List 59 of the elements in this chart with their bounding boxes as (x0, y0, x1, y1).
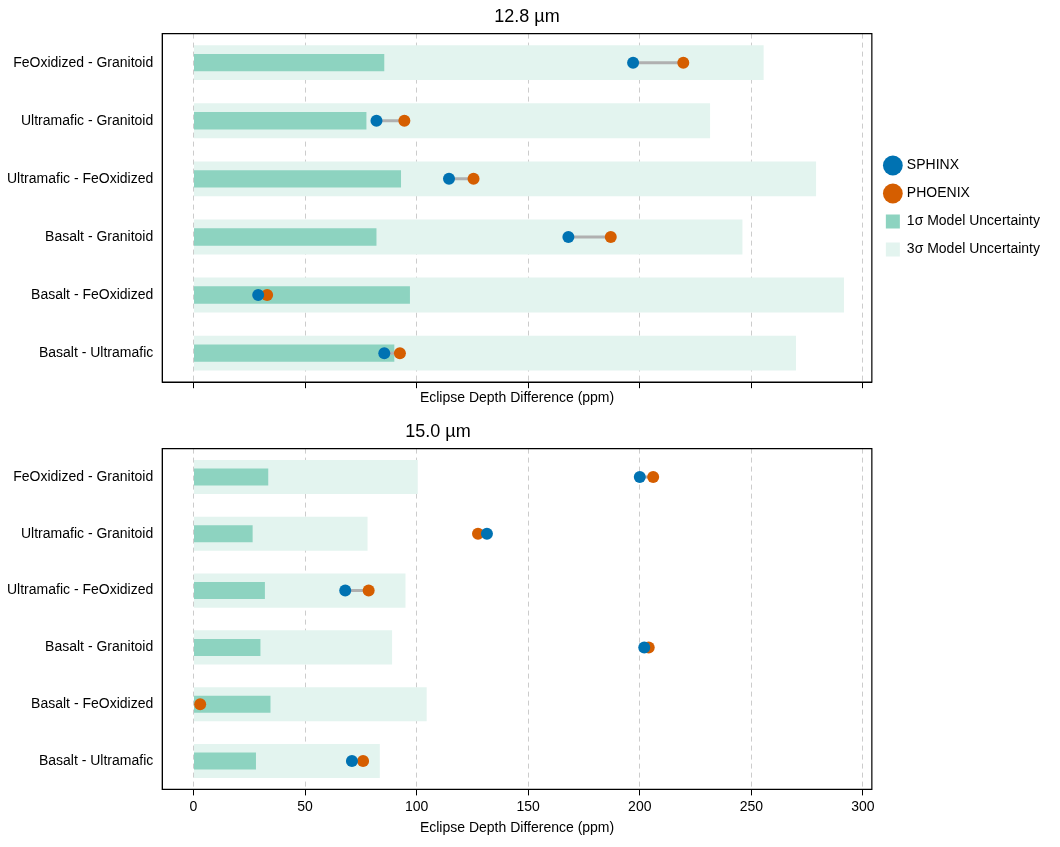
point (339, 584, 352, 597)
y-tick-label: FeOxidized - Granitoid (13, 467, 154, 484)
x-axis-title: Eclipse Depth Difference (ppm) (419, 389, 615, 406)
legend-label: 1σ Model Uncertainty (906, 212, 1041, 229)
point (467, 172, 480, 185)
bar (194, 638, 261, 656)
point (345, 755, 358, 767)
point (378, 347, 391, 360)
point (633, 471, 646, 483)
y-tick-label: Basalt - Ultramafic (38, 344, 154, 361)
point (443, 172, 455, 185)
point (604, 230, 617, 243)
point (194, 698, 207, 711)
bar (194, 112, 367, 130)
y-tick-label: Ultramafic - Granitoid (20, 524, 154, 541)
point (357, 755, 370, 767)
bar (194, 228, 377, 246)
point (362, 584, 375, 597)
y-tick-label: Ultramafic - FeOxidized (6, 581, 154, 598)
point (677, 56, 690, 69)
bar (194, 170, 402, 188)
legend-label: 3σ Model Uncertainty (906, 240, 1041, 257)
y-tick-label: Basalt - Ultramafic (38, 751, 154, 768)
y-tick-label: Basalt - FeOxidized (31, 285, 154, 302)
y-tick-label: Basalt - FeOxidized (31, 695, 154, 712)
x-tick-label: 300 (851, 797, 875, 814)
x-tick-label: 150 (516, 797, 541, 814)
x-tick-label: 100 (404, 797, 429, 814)
bar (194, 582, 265, 600)
point (393, 347, 406, 360)
chart-title: 12.8 µm (494, 5, 560, 26)
bar (194, 53, 385, 72)
chart-title: 15.0 µm (405, 420, 471, 441)
y-tick-label: FeOxidized - Granitoid (13, 53, 154, 70)
bar (194, 468, 269, 486)
y-tick-label: Ultramafic - Granitoid (20, 111, 154, 128)
point (627, 56, 640, 69)
bar (194, 752, 256, 770)
point (370, 114, 383, 127)
point (252, 289, 265, 302)
legend-label: SPHINX (906, 156, 960, 173)
bar (194, 344, 395, 362)
point (398, 114, 411, 127)
x-axis-title: Eclipse Depth Difference (ppm) (419, 819, 615, 836)
y-tick-label: Ultramafic - FeOxidized (6, 169, 154, 186)
y-tick-label: Basalt - Granitoid (45, 227, 154, 244)
x-tick-label: 200 (628, 797, 652, 814)
bar (194, 286, 410, 304)
x-tick-label: 0 (189, 797, 198, 814)
bar (194, 695, 271, 713)
point (638, 641, 651, 654)
point (480, 527, 493, 540)
point (562, 230, 575, 243)
point (647, 471, 660, 483)
y-tick-label: Basalt - Granitoid (45, 638, 154, 655)
x-tick-label: 50 (297, 797, 314, 814)
x-tick-label: 250 (739, 797, 764, 814)
bar (194, 525, 253, 543)
legend-label: PHOENIX (906, 184, 971, 201)
